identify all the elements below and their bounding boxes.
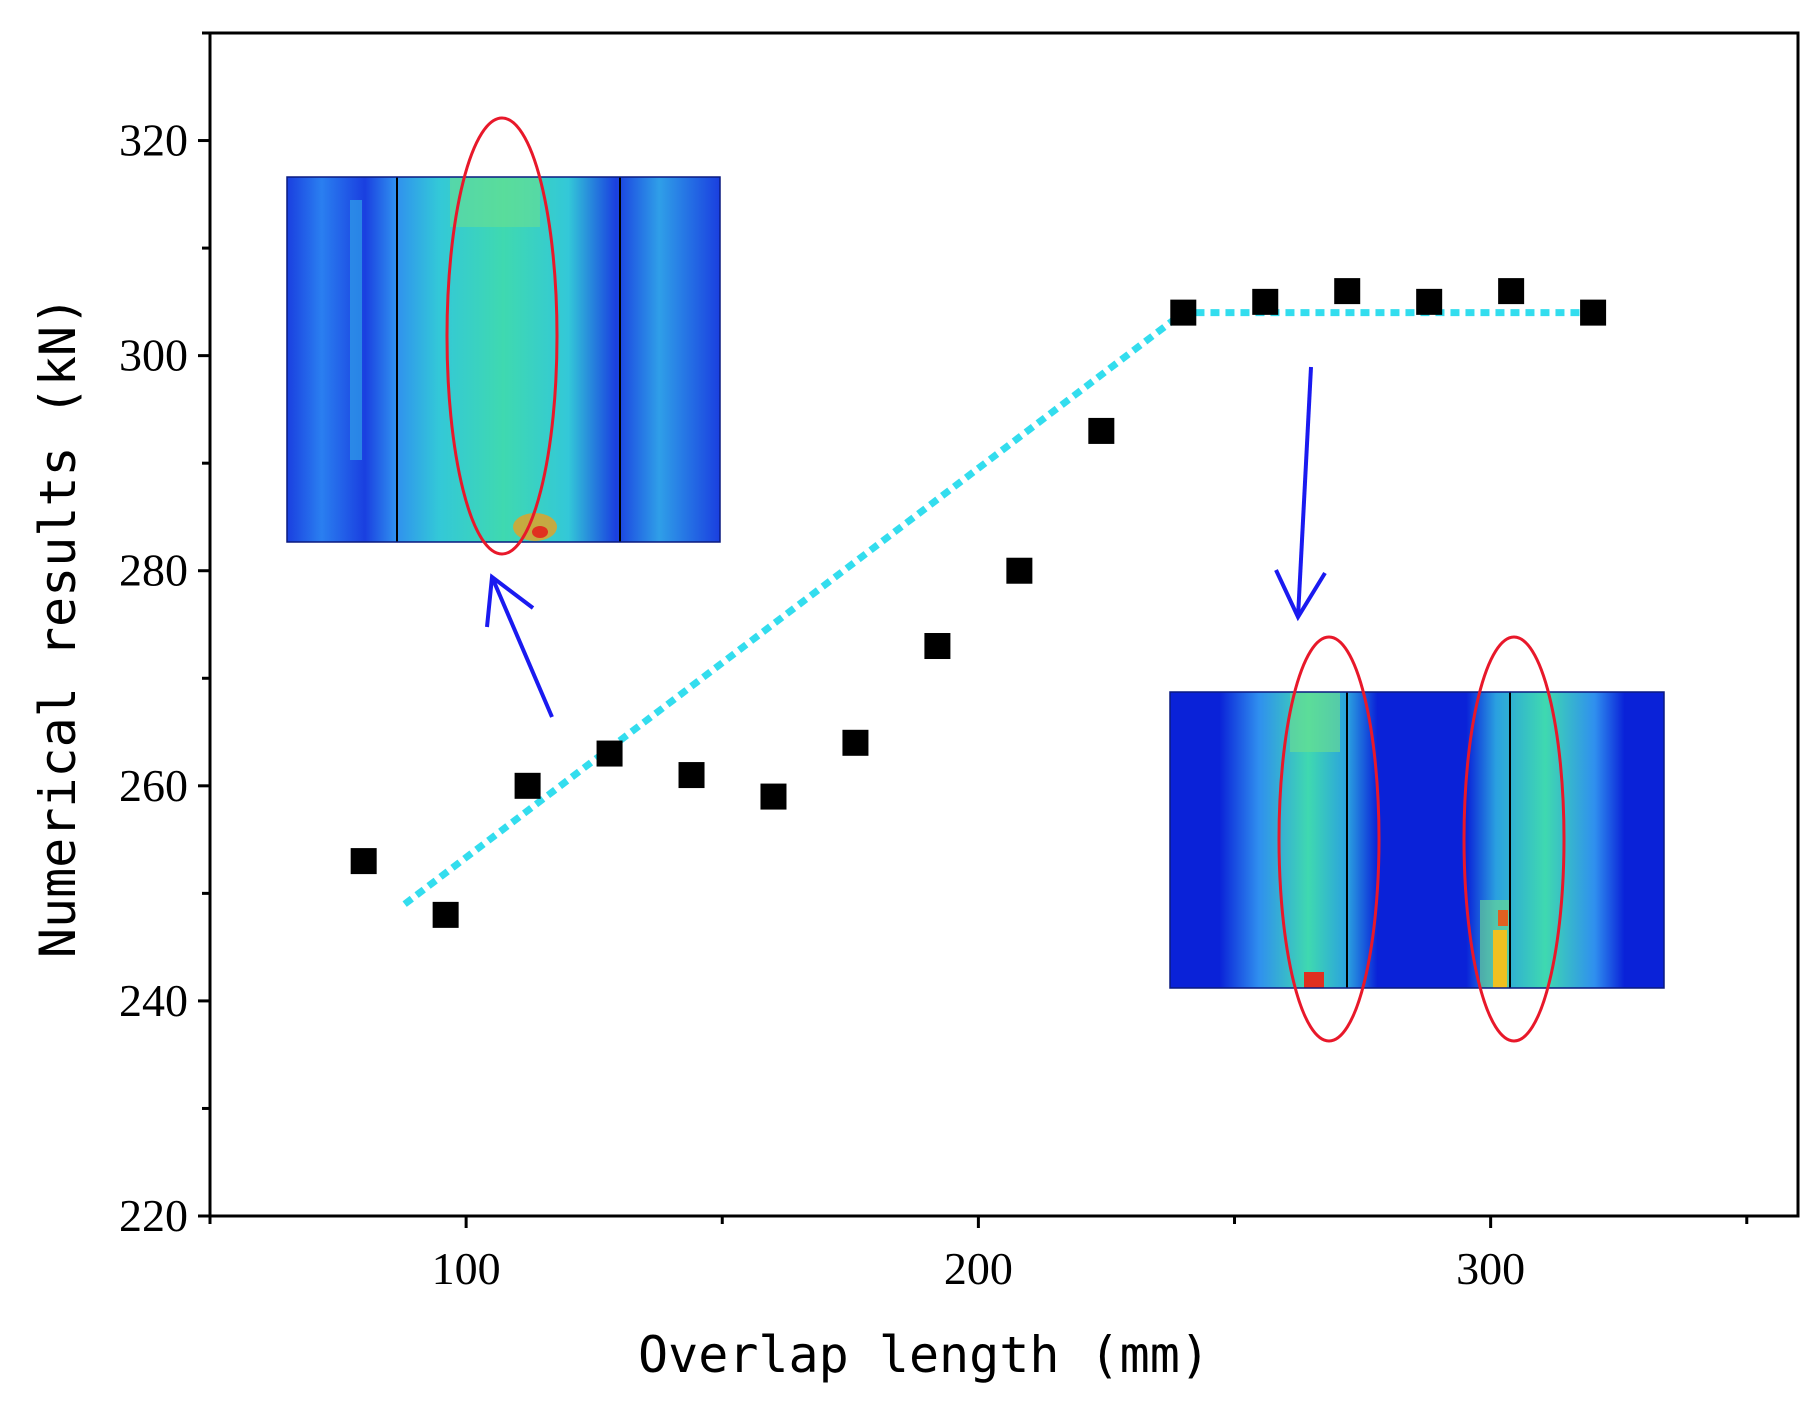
data-point [1580, 299, 1607, 326]
data-point [1252, 288, 1279, 315]
stress-contour-inset-right [1169, 635, 1665, 1043]
x-axis: 100 200 300 [208, 1216, 1749, 1294]
data-point [924, 633, 951, 660]
stress-contour-inset-left [286, 116, 721, 556]
y-tick-label: 320 [119, 115, 188, 166]
highlight-ellipse [1277, 635, 1381, 1043]
data-point [350, 848, 377, 875]
highlight-ellipse [1462, 635, 1566, 1043]
data-point [1006, 557, 1033, 584]
arrow-to-right-inset [1274, 366, 1327, 622]
data-points [350, 278, 1607, 928]
y-tick-label: 240 [119, 975, 188, 1026]
data-point [1334, 278, 1361, 305]
arrow-to-left-inset [485, 573, 554, 718]
y-tick-label: 220 [119, 1190, 188, 1241]
y-axis-label: Numerical results (kN) [29, 296, 87, 958]
data-point [760, 783, 787, 810]
data-point [432, 901, 459, 928]
data-point [1498, 278, 1525, 305]
data-point [678, 762, 705, 789]
x-tick-label: 300 [1456, 1243, 1525, 1294]
data-point [514, 772, 541, 799]
y-tick-label: 260 [119, 760, 188, 811]
plot-frame [208, 31, 1800, 1218]
y-tick-label: 280 [119, 545, 188, 596]
highlight-ellipse [445, 116, 559, 556]
x-tick-label: 100 [432, 1243, 501, 1294]
data-point [842, 729, 869, 756]
plot-border [208, 31, 1800, 1218]
data-point [1416, 288, 1443, 315]
y-axis: 220 240 260 280 300 320 [119, 31, 210, 1241]
x-tick-label: 200 [944, 1243, 1013, 1294]
data-point [1170, 299, 1197, 326]
data-point [596, 740, 623, 767]
y-tick-label: 300 [119, 330, 188, 381]
data-point [1088, 417, 1115, 444]
x-axis-label: Overlap length (mm) [638, 1326, 1210, 1384]
